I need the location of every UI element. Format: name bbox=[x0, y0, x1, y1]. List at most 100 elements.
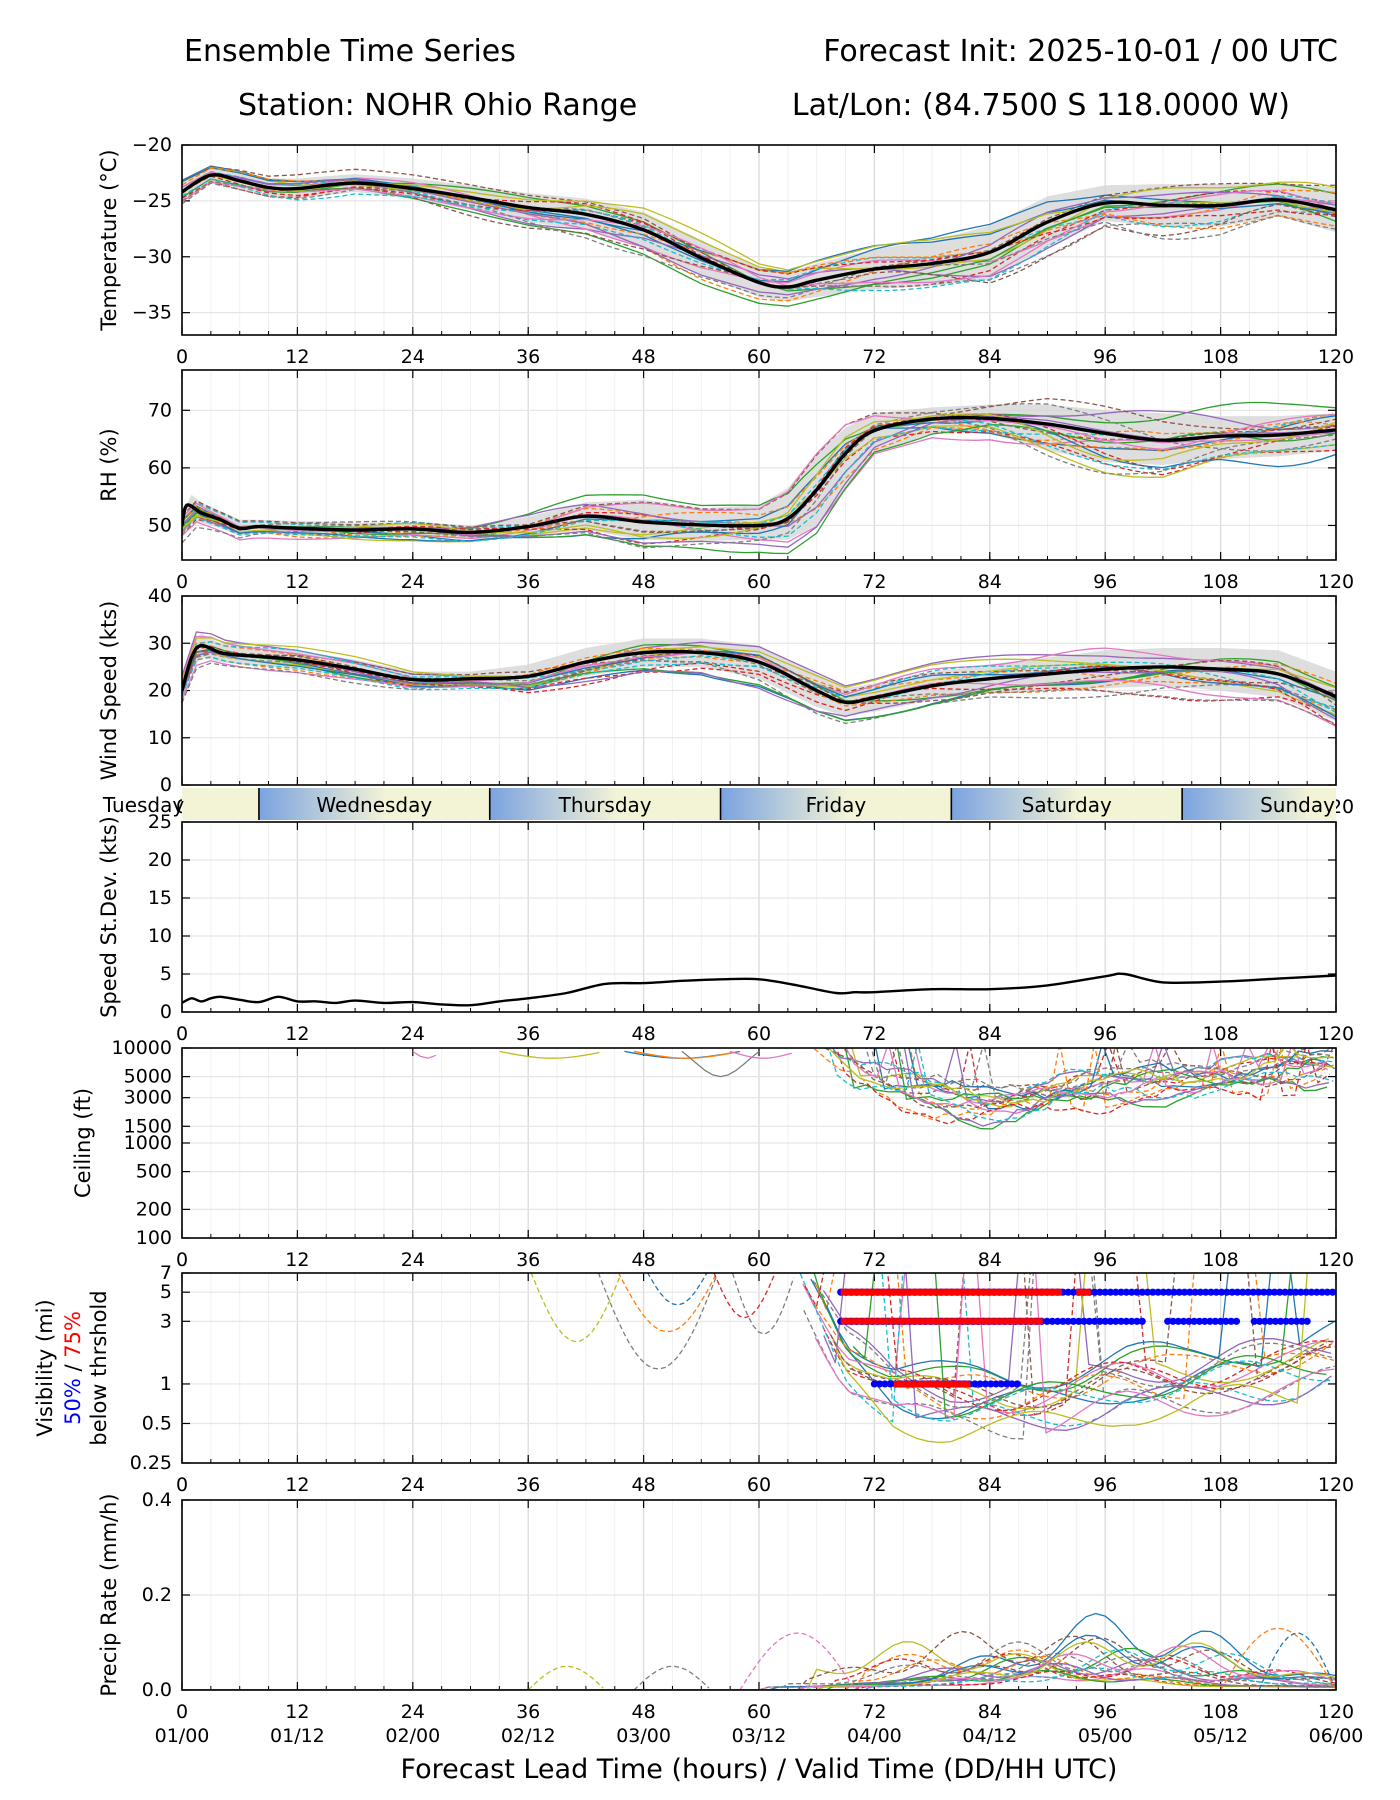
threshold-50-point bbox=[1318, 1288, 1326, 1296]
precip-member-line bbox=[1258, 1632, 1335, 1690]
precip-member-line bbox=[182, 1649, 1336, 1690]
x-tick-label: 12 bbox=[285, 1249, 309, 1271]
y-tick-label: 5 bbox=[160, 963, 172, 985]
x-tick-label: 72 bbox=[862, 1701, 886, 1723]
panel-6-axes: 0 12 24 36 48 60 72 84 96 108 120 0.25 0.5 1 3 57 bbox=[130, 1262, 1354, 1496]
x-tick-label: 72 bbox=[862, 1249, 886, 1271]
x-tick-label: 84 bbox=[978, 571, 1002, 593]
valid-time-label: 03/00 bbox=[616, 1725, 671, 1747]
x-tick-label: 0 bbox=[176, 1474, 188, 1496]
threshold-50-point bbox=[1303, 1317, 1311, 1325]
threshold-50-point bbox=[1106, 1317, 1115, 1325]
threshold-50-point bbox=[1298, 1317, 1306, 1325]
precip-member-line bbox=[182, 1630, 1336, 1690]
threshold-50-point bbox=[1175, 1288, 1183, 1296]
visibility-member-line bbox=[713, 1273, 775, 1319]
station-latlon: Lat/Lon: (84.7500 S 118.0000 W) bbox=[791, 88, 1290, 123]
threshold-50-point bbox=[1185, 1317, 1193, 1325]
threshold-50-point bbox=[1096, 1288, 1104, 1296]
day-band bbox=[182, 788, 259, 820]
x-tick-label: 48 bbox=[632, 1701, 656, 1723]
y-tick-label: 3000 bbox=[124, 1087, 172, 1109]
x-tick-label: 96 bbox=[1093, 346, 1117, 368]
x-tick-label: 36 bbox=[516, 1249, 540, 1271]
threshold-50-point bbox=[1003, 1380, 1011, 1388]
day-band bbox=[1182, 788, 1336, 820]
panel-1-plot bbox=[182, 165, 1336, 307]
threshold-50-point bbox=[1190, 1317, 1198, 1325]
valid-time-label: 05/00 bbox=[1078, 1725, 1133, 1747]
ceiling-member-line bbox=[914, 1048, 1329, 1114]
threshold-50-point bbox=[1254, 1288, 1263, 1296]
y-tick-label: −25 bbox=[132, 190, 172, 212]
ceiling-member-line bbox=[870, 1048, 1330, 1103]
y-tick-label: 0.5 bbox=[142, 1412, 172, 1434]
panel-4-frame bbox=[181, 821, 1337, 1013]
threshold-50-point bbox=[870, 1380, 879, 1388]
visibility-member-line bbox=[812, 1273, 1333, 1409]
ceiling-member-line bbox=[845, 1048, 1328, 1107]
ceiling-member-line bbox=[830, 1048, 1335, 1106]
visibility-member-line bbox=[835, 1273, 1308, 1444]
precip-member-line bbox=[182, 1647, 1336, 1690]
x-tick-label: 24 bbox=[401, 571, 425, 593]
ceiling-member-line bbox=[729, 1050, 792, 1059]
threshold-50-point bbox=[1008, 1380, 1016, 1388]
day-label: Tuesday bbox=[102, 793, 185, 817]
threshold-50-point bbox=[1239, 1288, 1247, 1296]
threshold-50-point bbox=[1170, 1288, 1178, 1296]
y-tick-label: 5 bbox=[160, 1281, 172, 1303]
day-label: Saturday bbox=[1022, 793, 1112, 817]
y-tick-label: 0 bbox=[160, 774, 172, 796]
y-tick-label: 0 bbox=[160, 1001, 172, 1023]
valid-time-label: 04/12 bbox=[962, 1725, 1017, 1747]
x-tick-label: 12 bbox=[285, 346, 309, 368]
y-tick-label: 200 bbox=[136, 1198, 172, 1220]
panel-3-plot bbox=[182, 631, 1336, 727]
visibility-member-line bbox=[814, 1273, 1335, 1435]
x-tick-label: 60 bbox=[747, 346, 771, 368]
forecast-init: Forecast Init: 2025-10-01 / 00 UTC bbox=[823, 34, 1338, 69]
threshold-50-point bbox=[992, 1380, 1000, 1388]
threshold-50-point bbox=[1138, 1317, 1146, 1325]
threshold-50-point bbox=[1159, 1288, 1167, 1296]
y-tick-label: 30 bbox=[148, 632, 172, 654]
visibility-member-line bbox=[810, 1273, 1272, 1420]
threshold-50-point bbox=[1043, 1317, 1051, 1325]
visibility-member-line bbox=[530, 1273, 622, 1343]
panel-7-frame bbox=[181, 1499, 1337, 1691]
threshold-50-point bbox=[1286, 1288, 1294, 1296]
threshold-50-point bbox=[1222, 1317, 1230, 1325]
visibility-member-line bbox=[804, 1273, 1336, 1412]
y-axis-label: Visibility (mi) bbox=[33, 1299, 57, 1436]
valid-time-label: 01/12 bbox=[270, 1725, 325, 1747]
ensemble-member-line bbox=[182, 166, 1336, 274]
threshold-50-point bbox=[1133, 1317, 1141, 1325]
ceiling-member-line bbox=[844, 1048, 1328, 1130]
y-axis-label: Ceiling (ft) bbox=[71, 1088, 95, 1198]
x-axis-label: Forecast Lead Time (hours) / Valid Time … bbox=[401, 1754, 1118, 1785]
y-tick-label: 10 bbox=[148, 727, 172, 749]
threshold-50-point bbox=[1179, 1317, 1188, 1325]
ceiling-member-line bbox=[891, 1048, 1328, 1108]
threshold-50-point bbox=[1261, 1317, 1269, 1325]
threshold-50-point bbox=[1271, 1317, 1280, 1325]
x-tick-label: 24 bbox=[401, 346, 425, 368]
ensemble-member-line bbox=[182, 641, 1336, 709]
ceiling-member-line bbox=[865, 1048, 1316, 1093]
x-tick-label: 36 bbox=[516, 1474, 540, 1496]
x-tick-label: 96 bbox=[1093, 1474, 1117, 1496]
y-tick-label: 15 bbox=[148, 887, 172, 909]
threshold-50-point bbox=[1250, 1317, 1258, 1325]
y-tick-label: 25 bbox=[148, 811, 172, 833]
x-tick-label: 120 bbox=[1318, 1474, 1354, 1496]
threshold-50-point bbox=[1101, 1288, 1109, 1296]
y-axis-label: RH (%) bbox=[97, 428, 121, 501]
x-tick-label: 0 bbox=[176, 1023, 188, 1045]
x-tick-label: 60 bbox=[747, 1474, 771, 1496]
x-tick-label: 120 bbox=[1318, 571, 1354, 593]
precip-member-line bbox=[182, 1645, 1336, 1690]
panel-6-frame bbox=[181, 1272, 1337, 1464]
x-tick-label: 84 bbox=[978, 1474, 1002, 1496]
